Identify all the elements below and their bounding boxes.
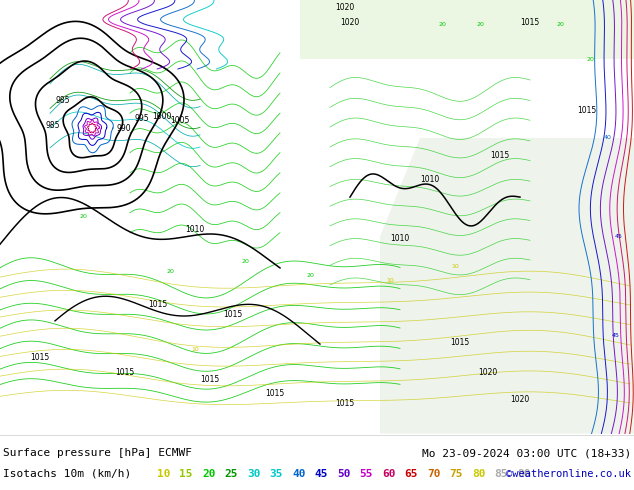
Text: 1015: 1015 <box>115 368 134 376</box>
Text: 1015: 1015 <box>577 106 596 115</box>
Text: 985: 985 <box>55 97 70 105</box>
Text: 1015: 1015 <box>148 300 167 310</box>
Text: 45: 45 <box>615 234 623 239</box>
Text: 1020: 1020 <box>340 18 359 26</box>
Text: 995: 995 <box>134 114 150 123</box>
Text: 1015: 1015 <box>520 18 540 26</box>
Text: 20: 20 <box>306 273 314 278</box>
Text: 75: 75 <box>450 468 463 479</box>
Text: 10: 10 <box>451 264 459 269</box>
Text: 20: 20 <box>166 269 174 273</box>
Text: 20: 20 <box>586 57 594 62</box>
Text: 20: 20 <box>241 259 249 264</box>
Text: 1015: 1015 <box>450 338 469 347</box>
Text: 1020: 1020 <box>510 395 529 404</box>
Text: 45: 45 <box>612 333 620 338</box>
Text: Mo 23-09-2024 03:00 UTC (18+33): Mo 23-09-2024 03:00 UTC (18+33) <box>422 448 631 458</box>
Text: 1020: 1020 <box>478 368 497 376</box>
Text: 20: 20 <box>79 214 87 220</box>
Text: 1000: 1000 <box>152 112 171 121</box>
Text: ©weatheronline.co.uk: ©weatheronline.co.uk <box>506 468 631 479</box>
Text: 60: 60 <box>382 468 396 479</box>
Text: 985: 985 <box>45 121 60 130</box>
Text: 10: 10 <box>191 347 199 352</box>
Text: 85: 85 <box>495 468 508 479</box>
Text: 55: 55 <box>359 468 373 479</box>
Polygon shape <box>300 0 634 59</box>
Text: 20: 20 <box>438 22 446 27</box>
Text: 990: 990 <box>117 123 131 133</box>
Text: 30: 30 <box>247 468 261 479</box>
Polygon shape <box>380 138 634 434</box>
Text: 20: 20 <box>476 22 484 27</box>
Text: 20: 20 <box>202 468 216 479</box>
Text: 1015: 1015 <box>223 310 242 319</box>
Text: 45: 45 <box>314 468 328 479</box>
Text: 20: 20 <box>556 22 564 27</box>
Text: 65: 65 <box>404 468 418 479</box>
Text: 35: 35 <box>269 468 283 479</box>
Text: 40: 40 <box>292 468 306 479</box>
Text: 1010: 1010 <box>390 234 410 244</box>
Text: 80: 80 <box>472 468 486 479</box>
Text: 1015: 1015 <box>265 389 284 398</box>
Text: 90: 90 <box>517 468 531 479</box>
Text: 10: 10 <box>386 278 394 283</box>
Text: 1015: 1015 <box>490 151 509 160</box>
Text: 1020: 1020 <box>335 3 354 12</box>
Text: 25: 25 <box>224 468 238 479</box>
Text: 10: 10 <box>157 468 171 479</box>
Text: 1015: 1015 <box>200 375 219 384</box>
Text: 40: 40 <box>604 135 612 141</box>
Text: Surface pressure [hPa] ECMWF: Surface pressure [hPa] ECMWF <box>3 448 192 458</box>
Text: 50: 50 <box>337 468 351 479</box>
Text: 1010: 1010 <box>420 175 439 184</box>
Text: Isotachs 10m (km/h): Isotachs 10m (km/h) <box>3 468 131 479</box>
Text: 1015: 1015 <box>335 399 354 408</box>
Text: 70: 70 <box>427 468 441 479</box>
Text: 1010: 1010 <box>185 224 204 234</box>
Text: 15: 15 <box>179 468 193 479</box>
Text: 1005: 1005 <box>170 116 190 125</box>
Text: 1015: 1015 <box>30 353 49 362</box>
